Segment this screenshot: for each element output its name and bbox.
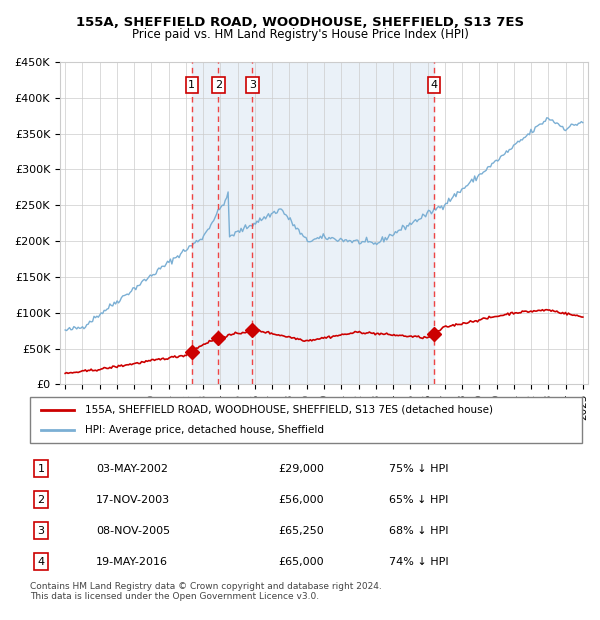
Text: Price paid vs. HM Land Registry's House Price Index (HPI): Price paid vs. HM Land Registry's House … — [131, 28, 469, 41]
Text: 74% ↓ HPI: 74% ↓ HPI — [389, 557, 448, 567]
Text: £29,000: £29,000 — [278, 464, 324, 474]
Text: 155A, SHEFFIELD ROAD, WOODHOUSE, SHEFFIELD, S13 7ES: 155A, SHEFFIELD ROAD, WOODHOUSE, SHEFFIE… — [76, 16, 524, 29]
Text: 4: 4 — [37, 557, 44, 567]
Text: 2: 2 — [215, 80, 222, 90]
Text: 3: 3 — [249, 80, 256, 90]
Text: 155A, SHEFFIELD ROAD, WOODHOUSE, SHEFFIELD, S13 7ES (detached house): 155A, SHEFFIELD ROAD, WOODHOUSE, SHEFFIE… — [85, 405, 493, 415]
Text: 3: 3 — [38, 526, 44, 536]
Text: 75% ↓ HPI: 75% ↓ HPI — [389, 464, 448, 474]
Text: 1: 1 — [38, 464, 44, 474]
Text: 65% ↓ HPI: 65% ↓ HPI — [389, 495, 448, 505]
FancyBboxPatch shape — [30, 397, 582, 443]
Text: 68% ↓ HPI: 68% ↓ HPI — [389, 526, 448, 536]
Text: £65,000: £65,000 — [278, 557, 324, 567]
Text: £56,000: £56,000 — [278, 495, 324, 505]
Text: 2: 2 — [37, 495, 44, 505]
Text: £65,250: £65,250 — [278, 526, 324, 536]
Text: 4: 4 — [431, 80, 437, 90]
Text: 19-MAY-2016: 19-MAY-2016 — [96, 557, 168, 567]
Text: 03-MAY-2002: 03-MAY-2002 — [96, 464, 168, 474]
Text: 1: 1 — [188, 80, 196, 90]
Text: Contains HM Land Registry data © Crown copyright and database right 2024.
This d: Contains HM Land Registry data © Crown c… — [30, 582, 382, 601]
Bar — [192, 62, 434, 384]
Text: 08-NOV-2005: 08-NOV-2005 — [96, 526, 170, 536]
Text: 17-NOV-2003: 17-NOV-2003 — [96, 495, 170, 505]
Text: HPI: Average price, detached house, Sheffield: HPI: Average price, detached house, Shef… — [85, 425, 324, 435]
